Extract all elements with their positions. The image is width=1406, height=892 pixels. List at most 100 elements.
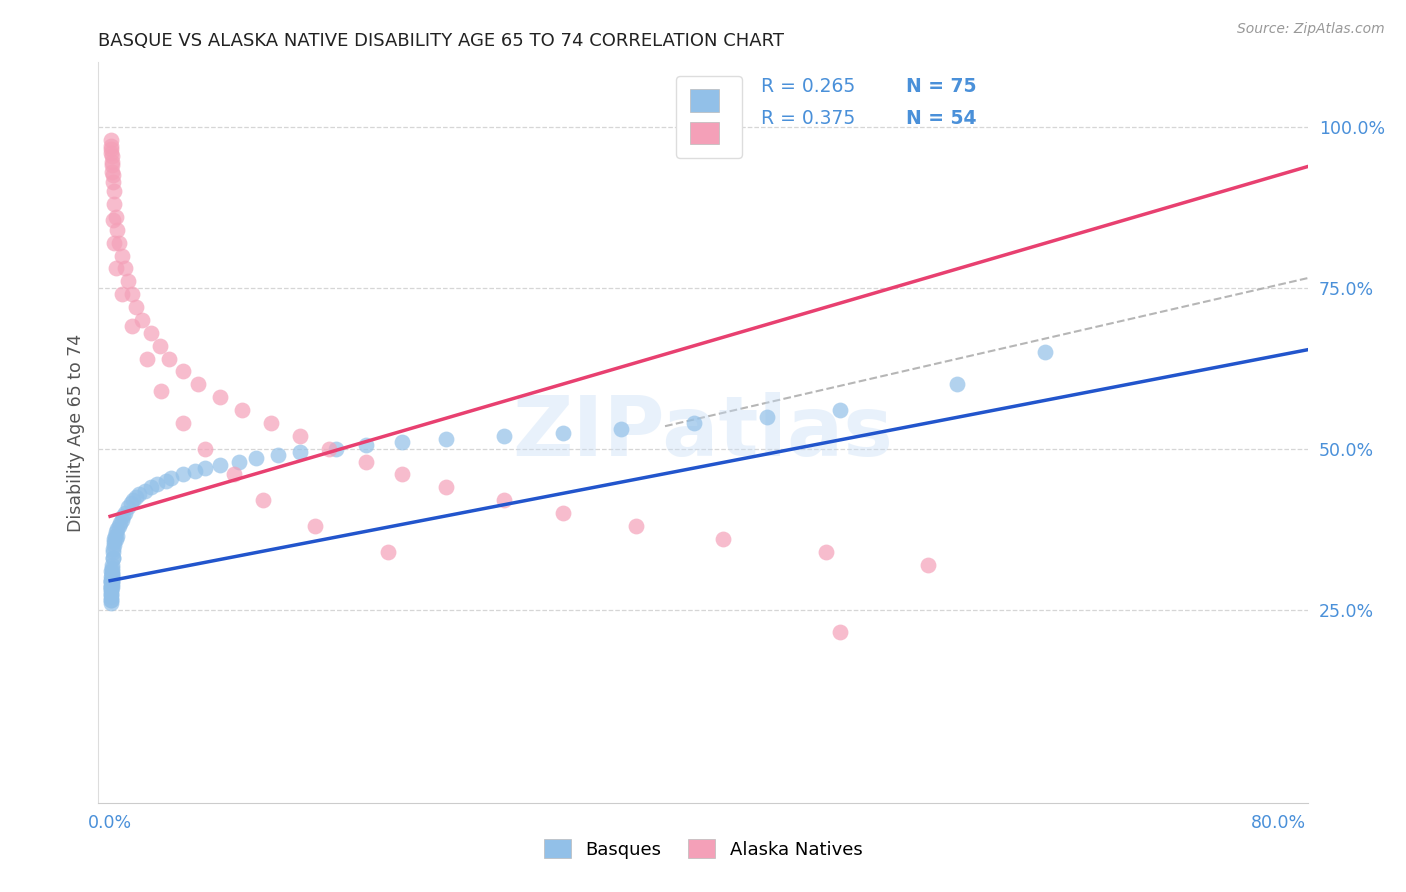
Point: [101, 574, 124, 588]
Point: [100, 580, 122, 594]
Point: [104, 532, 127, 546]
Point: [208, 390, 231, 404]
Point: [172, 364, 194, 378]
Point: [187, 377, 209, 392]
Point: [100, 574, 122, 588]
Point: [551, 506, 574, 520]
Point: [100, 590, 122, 604]
Point: [121, 287, 143, 301]
Point: [391, 435, 413, 450]
Point: [103, 197, 125, 211]
Point: [100, 155, 122, 169]
Point: [100, 139, 122, 153]
Point: [1033, 345, 1056, 359]
Point: [107, 522, 129, 536]
Point: [104, 210, 127, 224]
Point: [830, 403, 852, 417]
Point: [172, 416, 194, 430]
Point: [494, 429, 516, 443]
Point: [100, 142, 122, 156]
Text: Source: ZipAtlas.com: Source: ZipAtlas.com: [1237, 22, 1385, 37]
Point: [100, 580, 122, 594]
Point: [125, 490, 148, 504]
Point: [149, 339, 172, 353]
Point: [100, 586, 122, 600]
Point: [917, 558, 939, 572]
Point: [194, 461, 217, 475]
Point: [117, 500, 139, 514]
Text: R = 0.265: R = 0.265: [761, 78, 855, 96]
Point: [100, 574, 122, 588]
Point: [756, 409, 779, 424]
Point: [103, 184, 125, 198]
Point: [288, 445, 311, 459]
Point: [377, 545, 399, 559]
Point: [494, 493, 516, 508]
Point: [551, 425, 574, 440]
Point: [101, 567, 124, 582]
Point: [354, 454, 377, 468]
Point: [391, 467, 413, 482]
Legend: Basques, Alaska Natives: Basques, Alaska Natives: [534, 830, 872, 868]
Text: ZIPatlas: ZIPatlas: [513, 392, 893, 473]
Point: [135, 351, 157, 366]
Point: [100, 574, 122, 588]
Point: [111, 287, 134, 301]
Point: [104, 261, 127, 276]
Point: [713, 532, 735, 546]
Text: BASQUE VS ALASKA NATIVE DISABILITY AGE 65 TO 74 CORRELATION CHART: BASQUE VS ALASKA NATIVE DISABILITY AGE 6…: [98, 32, 785, 50]
Point: [245, 451, 267, 466]
Point: [103, 532, 125, 546]
Point: [120, 496, 142, 510]
Point: [100, 149, 122, 163]
Point: [318, 442, 340, 456]
Point: [101, 175, 124, 189]
Point: [101, 158, 124, 172]
Point: [231, 403, 253, 417]
Point: [100, 593, 122, 607]
Point: [103, 235, 125, 250]
Point: [100, 596, 122, 610]
Point: [108, 519, 131, 533]
Point: [100, 574, 122, 588]
Point: [101, 551, 124, 566]
Point: [146, 477, 169, 491]
Point: [100, 570, 122, 584]
Point: [100, 586, 122, 600]
Point: [128, 487, 150, 501]
Point: [100, 145, 122, 160]
Point: [814, 545, 837, 559]
Point: [100, 577, 122, 591]
Point: [103, 535, 125, 549]
Point: [100, 577, 122, 591]
Point: [434, 432, 457, 446]
Point: [101, 564, 124, 578]
Point: [252, 493, 274, 508]
Point: [108, 235, 131, 250]
Point: [194, 442, 217, 456]
Point: [101, 561, 124, 575]
Point: [101, 558, 124, 572]
Point: [100, 567, 122, 582]
Point: [101, 551, 124, 566]
Point: [111, 512, 134, 526]
Point: [100, 593, 122, 607]
Point: [100, 133, 122, 147]
Point: [100, 580, 122, 594]
Point: [134, 483, 156, 498]
Point: [160, 471, 183, 485]
Point: [125, 300, 148, 314]
Point: [610, 422, 633, 436]
Point: [122, 493, 145, 508]
Point: [107, 528, 129, 542]
Point: [114, 261, 136, 276]
Point: [104, 525, 127, 540]
Point: [103, 538, 125, 552]
Point: [101, 168, 124, 182]
Point: [117, 274, 139, 288]
Point: [100, 583, 122, 598]
Point: [100, 570, 122, 584]
Point: [131, 313, 153, 327]
Point: [683, 416, 706, 430]
Point: [304, 519, 326, 533]
